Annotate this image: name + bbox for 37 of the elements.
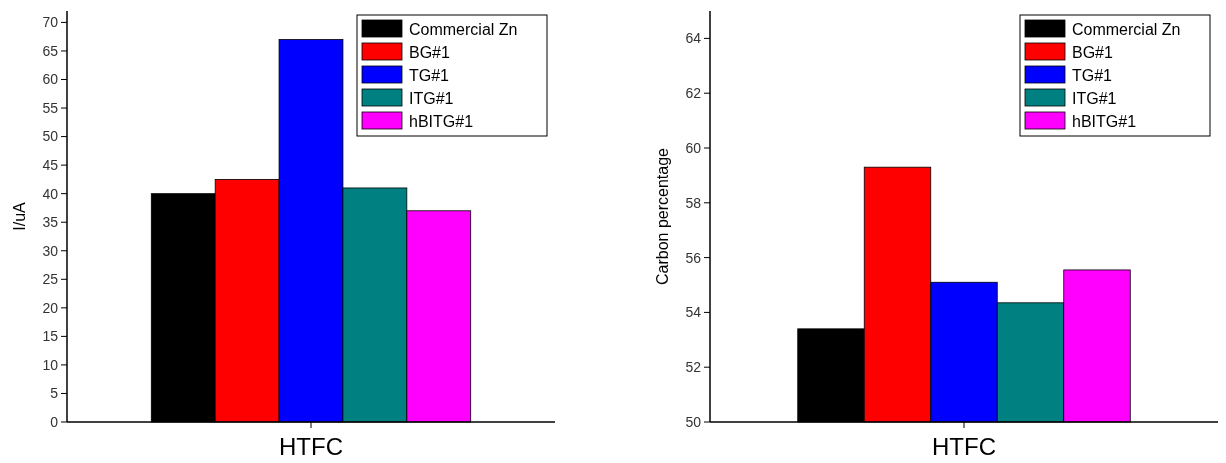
y-tick-label: 64 (685, 30, 702, 47)
x-tick-label: HTFC (932, 433, 996, 460)
y-tick-label: 55 (42, 99, 59, 116)
y-tick-label: 50 (685, 413, 702, 430)
y-tick-label: 62 (685, 85, 702, 102)
y-tick-label: 60 (42, 71, 59, 88)
y-tick-label: 60 (685, 139, 702, 156)
y-tick-label: 54 (685, 304, 702, 321)
legend-label: ITG#1 (1072, 89, 1117, 107)
y-tick-label: 50 (42, 128, 59, 145)
y-tick-label: 15 (42, 328, 59, 345)
y-tick-label: 56 (685, 249, 702, 266)
legend-label: ITG#1 (409, 89, 454, 107)
legend-label: Commercial Zn (1072, 20, 1181, 38)
y-tick-label: 40 (42, 185, 59, 202)
x-tick-label: HTFC (279, 433, 343, 460)
legend-label: BG#1 (409, 43, 451, 61)
legend-label: hBITG#1 (1072, 112, 1137, 130)
y-tick-label: 70 (42, 14, 59, 31)
y-tick-label: 0 (50, 413, 59, 430)
y-tick-label: 58 (685, 194, 702, 211)
legend-label: hBITG#1 (409, 112, 474, 130)
legend-label: BG#1 (1072, 43, 1114, 61)
y-tick-label: 45 (42, 157, 59, 174)
y-tick-label: 52 (685, 359, 702, 376)
y-tick-label: 10 (42, 356, 59, 373)
legend-label: TG#1 (409, 66, 450, 84)
y-axis-title: I/uA (11, 201, 28, 231)
y-tick-label: 25 (42, 271, 59, 288)
y-tick-label: 30 (42, 242, 59, 259)
y-tick-label: 65 (42, 42, 59, 59)
legend-label: TG#1 (1072, 66, 1113, 84)
y-tick-label: 20 (42, 299, 59, 316)
y-tick-label: 5 (50, 385, 59, 402)
y-tick-label: 35 (42, 214, 59, 231)
y-axis-title: Carbon percentage (654, 147, 671, 285)
legend-label: Commercial Zn (409, 20, 518, 38)
